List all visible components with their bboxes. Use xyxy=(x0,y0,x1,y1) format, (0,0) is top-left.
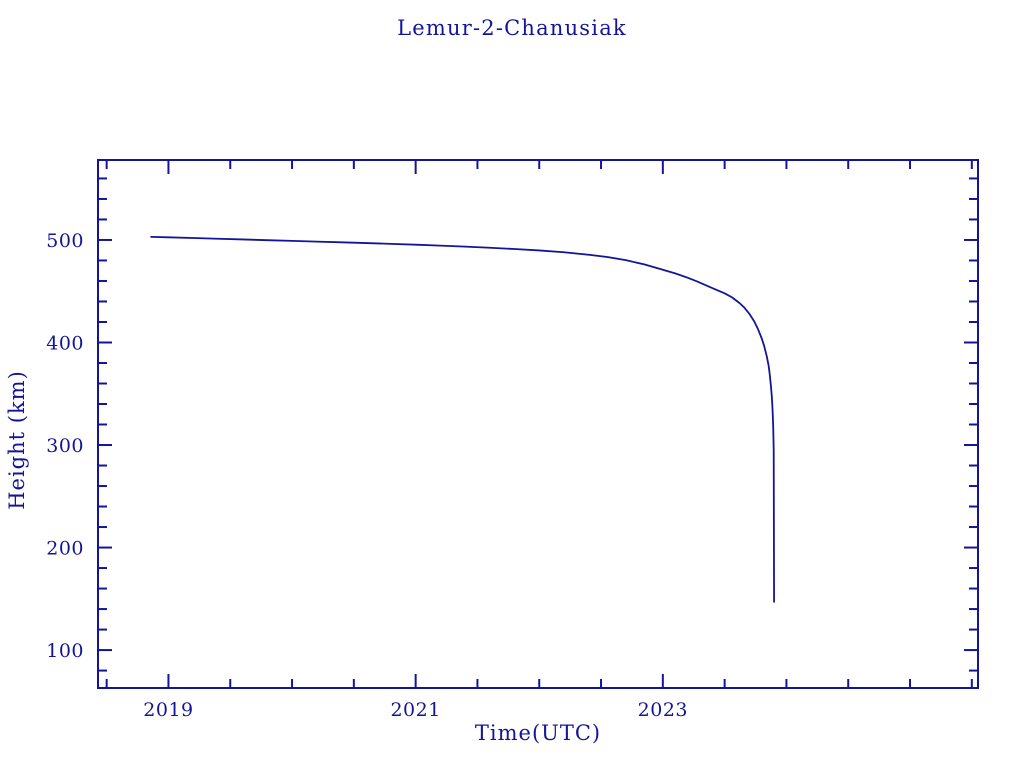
y-tick-label: 400 xyxy=(46,332,84,354)
x-tick-label: 2023 xyxy=(638,699,688,721)
y-tick-label: 500 xyxy=(46,230,84,252)
x-tick-label: 2021 xyxy=(390,699,440,721)
x-axis-ticks xyxy=(105,160,973,688)
y-axis-ticks xyxy=(98,177,978,672)
y-tick-label: 300 xyxy=(46,435,84,457)
x-axis-label: Time(UTC) xyxy=(475,721,601,745)
y-tick-label: 100 xyxy=(46,640,84,662)
x-tick-label: 2019 xyxy=(143,699,193,721)
height-series-line xyxy=(150,235,775,603)
y-axis-label: Height (km) xyxy=(5,370,29,510)
x-axis-tick-labels: 2019 2021 2023 xyxy=(143,699,688,721)
chart-title: Lemur-2-Chanusiak xyxy=(397,16,627,40)
y-tick-label: 200 xyxy=(46,538,84,560)
y-axis-tick-labels: 100 200 300 400 500 xyxy=(46,230,84,662)
